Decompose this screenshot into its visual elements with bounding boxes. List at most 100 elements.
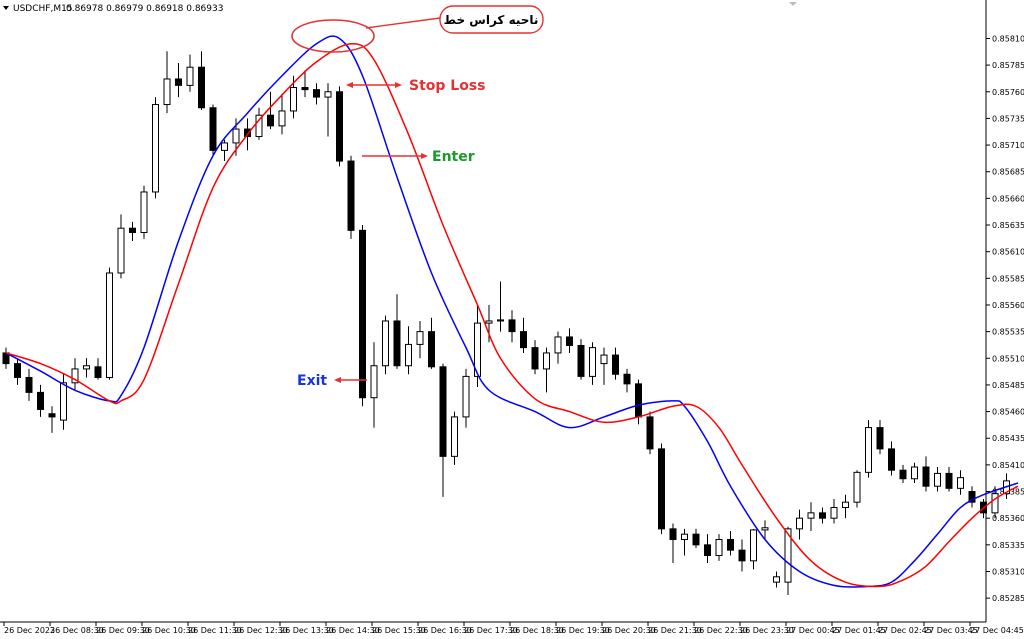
candle-body-bullish <box>140 191 148 233</box>
candle-body-bearish <box>669 528 677 541</box>
price-tick-label: 0.85785 <box>992 61 1024 70</box>
price-tick-label: 0.85435 <box>992 434 1024 443</box>
candle-body-bearish <box>14 363 21 378</box>
price-tick-label: 0.85635 <box>992 221 1024 230</box>
symbol-name: USDCHF,M15 <box>13 4 73 14</box>
candle <box>623 368 631 393</box>
candle-body-bullish <box>911 466 918 480</box>
candle-body-bullish <box>842 501 849 509</box>
candle <box>71 358 79 391</box>
price-tick-label: 0.85285 <box>992 594 1024 603</box>
time-tick-label: 26 Dec 12:30 <box>234 626 288 635</box>
time-tick-label: 26 Dec 09:30 <box>96 626 150 635</box>
candle <box>761 520 769 540</box>
candle-body-bullish <box>278 110 286 127</box>
candle-body-bullish <box>163 78 171 106</box>
candle <box>531 340 539 375</box>
candle <box>416 320 424 359</box>
candle <box>968 486 976 508</box>
stop-loss-arrow-right-icon <box>395 82 402 88</box>
candle-body-bearish <box>612 354 619 375</box>
candle-body-bullish <box>186 66 194 86</box>
candle-body-bearish <box>301 86 309 91</box>
candle-body-bullish <box>784 528 792 583</box>
candle <box>439 363 447 497</box>
time-tick-label: 27 Dec 01:45 <box>832 626 886 635</box>
candle-body-bullish <box>221 142 228 151</box>
candle-body-bearish <box>646 416 654 450</box>
price-tick-label: 0.85335 <box>992 541 1024 550</box>
candle-body-bearish <box>968 491 976 503</box>
candle <box>313 83 320 105</box>
candle-body-bearish <box>129 227 136 233</box>
candle <box>658 443 665 535</box>
candle <box>612 347 619 380</box>
candle-body-bullish <box>462 375 470 418</box>
candle <box>945 467 953 492</box>
candle <box>704 534 711 563</box>
candle-body-bearish <box>577 344 585 377</box>
candle-body-bullish <box>71 368 79 384</box>
candle <box>462 368 470 428</box>
candle-body-bearish <box>888 448 895 471</box>
symbol-ohlc: 0.86978 0.86979 0.86918 0.86933 <box>66 4 223 14</box>
candle <box>94 358 102 380</box>
candle <box>278 93 286 135</box>
candle-body-bullish <box>543 352 550 370</box>
chart-shift-marker-icon[interactable] <box>789 2 797 6</box>
candle <box>566 328 573 353</box>
candle-body-bullish <box>324 91 332 98</box>
time-tick-label: 26 Dec 17:30 <box>464 626 518 635</box>
time-tick-label: 27 Dec 03:45 <box>924 626 978 635</box>
candle <box>819 507 826 524</box>
candle <box>106 267 113 380</box>
candle <box>520 317 527 353</box>
candle-body-bullish <box>681 533 688 541</box>
candle-body-bearish <box>428 331 435 368</box>
candle <box>991 486 999 519</box>
price-tick-label: 0.85310 <box>992 567 1024 576</box>
candle <box>784 526 792 595</box>
dropdown-triangle-icon[interactable] <box>3 6 9 10</box>
price-tick-label: 0.85560 <box>992 301 1024 310</box>
time-tick-label: 26 Dec 08:30 <box>50 626 104 635</box>
candle <box>554 331 562 364</box>
time-tick-label: 26 Dec 22:30 <box>694 626 748 635</box>
candle-body-bearish <box>819 512 826 519</box>
candle <box>324 83 332 137</box>
candle <box>853 470 861 508</box>
candle <box>934 467 941 492</box>
candle-body-bullish <box>715 539 723 556</box>
annotations: ناحیه کراس خط Stop Loss Enter Exit <box>291 5 544 389</box>
time-tick-label: 26 Dec 14:30 <box>326 626 380 635</box>
crossover-callout-line <box>365 17 441 29</box>
price-axis: 0.85810 0.85785 0.85760 0.85735 0.85710 0.856… <box>986 34 1024 603</box>
candle <box>485 304 493 343</box>
candle-body-bearish <box>37 391 44 410</box>
crossover-zone-label: ناحیه کراس خط <box>444 13 539 27</box>
candle <box>957 470 964 495</box>
candle <box>727 530 734 556</box>
candle-body-bullish <box>152 104 159 193</box>
candle-body-bullish <box>474 322 481 377</box>
candle <box>336 86 343 167</box>
time-tick-label: 26 Dec 16:30 <box>418 626 472 635</box>
candle <box>773 571 780 588</box>
candle <box>186 54 194 92</box>
candle-body-bullish <box>589 347 596 377</box>
candle <box>646 411 654 455</box>
candle <box>669 523 677 563</box>
time-tick-label: 26 Dec 15:30 <box>372 626 426 635</box>
time-tick-label: 26 Dec 21:30 <box>648 626 702 635</box>
enter-label: Enter <box>432 149 475 165</box>
candle <box>508 310 516 343</box>
candle <box>393 294 401 369</box>
time-tick-label: 26 Dec 18:30 <box>510 626 564 635</box>
candle <box>451 411 458 465</box>
candle-body-bearish <box>922 466 930 487</box>
slow-ma-line <box>5 42 1019 588</box>
enter-arrow-icon <box>421 153 428 159</box>
candle-body-bearish <box>876 427 884 450</box>
